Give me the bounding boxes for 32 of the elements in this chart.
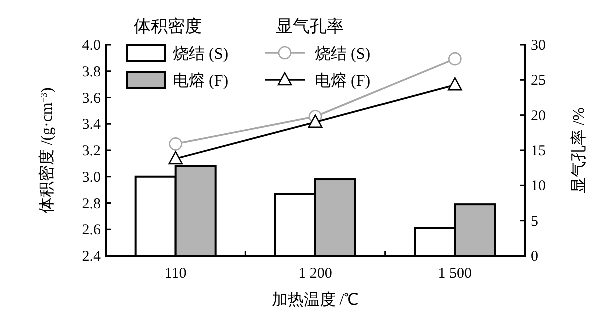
point — [308, 114, 323, 128]
x-tick-label: 1 500 — [438, 266, 472, 282]
y-tick-label: 2.4 — [82, 249, 102, 265]
y2-tick-label: 25 — [531, 73, 546, 90]
text: 体积密度 — [134, 17, 202, 36]
point — [169, 138, 182, 151]
x-tick-label: 110 — [164, 266, 187, 282]
y2-tick-label: 10 — [531, 178, 546, 195]
y-tick-label: 3.4 — [82, 117, 102, 134]
x-tick-label: 1 200 — [298, 266, 332, 282]
x-axis-title: 加热温度 /℃ — [272, 291, 360, 309]
y2-tick-label: 20 — [531, 108, 546, 124]
y2-tick-label: 30 — [531, 38, 546, 54]
y2-tick-label: 15 — [531, 144, 546, 160]
legend-label: 电熔 (F) — [315, 72, 371, 90]
legend-label: 电熔 (F) — [173, 72, 229, 90]
y-tick-label: 2.8 — [82, 196, 101, 212]
y-tick-label: 4.0 — [82, 38, 101, 54]
point — [448, 77, 462, 91]
legend-label: 烧结 (S) — [315, 45, 371, 63]
text: 显气孔率 — [276, 17, 344, 36]
point — [448, 52, 462, 66]
y2-tick-label: 0 — [531, 249, 538, 265]
y-tick-label: 3.6 — [82, 90, 102, 107]
y2-tick-label: 5 — [531, 214, 538, 230]
y2-axis-title: 显气孔率 /% — [570, 108, 588, 194]
y-tick-label: 3.0 — [82, 170, 101, 186]
point — [168, 151, 183, 165]
y-tick-label: 3.8 — [82, 64, 101, 80]
y-tick-label: 2.6 — [82, 222, 102, 239]
y-tick-label: 3.2 — [82, 144, 101, 160]
legend-label: 烧结 (S) — [173, 45, 229, 63]
